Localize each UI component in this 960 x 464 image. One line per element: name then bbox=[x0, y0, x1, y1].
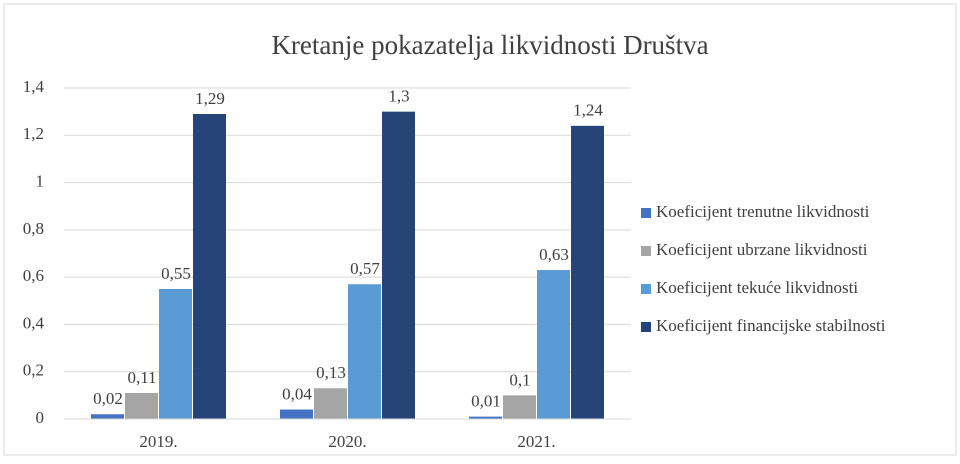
y-tick-label: 0 bbox=[36, 408, 45, 427]
bar bbox=[159, 288, 192, 419]
y-tick-label: 0,6 bbox=[23, 266, 44, 285]
bar bbox=[382, 111, 415, 420]
y-tick-label: 1,2 bbox=[23, 124, 44, 143]
data-label: 0,02 bbox=[93, 389, 123, 408]
data-label: 0,63 bbox=[539, 245, 569, 264]
bar bbox=[91, 414, 124, 419]
y-tick-label: 1 bbox=[36, 171, 45, 190]
data-label: 0,04 bbox=[282, 384, 312, 403]
legend-swatch bbox=[641, 246, 651, 256]
y-tick-label: 0,8 bbox=[23, 219, 44, 238]
bar bbox=[125, 392, 158, 419]
x-tick-label: 2020. bbox=[328, 432, 366, 451]
data-label: 1,29 bbox=[195, 89, 225, 108]
y-tick-label: 1,4 bbox=[23, 77, 45, 96]
data-label: 0,1 bbox=[509, 370, 530, 389]
y-tick-label: 0,2 bbox=[23, 361, 44, 380]
data-label: 0,57 bbox=[350, 259, 380, 278]
legend-swatch bbox=[641, 322, 651, 332]
y-tick-label: 0,4 bbox=[23, 313, 45, 332]
legend-swatch bbox=[641, 284, 651, 294]
bar bbox=[348, 284, 381, 419]
bar bbox=[537, 270, 570, 419]
bar bbox=[503, 395, 536, 419]
data-label: 0,55 bbox=[161, 264, 191, 283]
bar bbox=[469, 416, 502, 419]
chart-title: Kretanje pokazatelja likvidnosti Društva bbox=[271, 30, 708, 60]
bar bbox=[193, 114, 226, 419]
bar bbox=[280, 409, 313, 419]
bar bbox=[314, 388, 347, 419]
data-label: 1,3 bbox=[388, 87, 409, 106]
legend-label: Koeficijent tekuće likvidnosti bbox=[656, 278, 858, 297]
bar bbox=[571, 125, 604, 419]
legend-label: Koeficijent ubrzane likvidnosti bbox=[656, 240, 868, 259]
data-label: 0,13 bbox=[316, 363, 346, 382]
data-label: 0,01 bbox=[471, 392, 501, 411]
data-label: 1,24 bbox=[573, 101, 603, 120]
legend-label: Koeficijent trenutne likvidnosti bbox=[656, 202, 870, 221]
legend-label: Koeficijent financijske stabilnosti bbox=[656, 316, 886, 335]
data-label: 0,11 bbox=[127, 368, 156, 387]
x-tick-label: 2021. bbox=[517, 432, 555, 451]
x-tick-label: 2019. bbox=[139, 432, 177, 451]
legend-swatch bbox=[641, 208, 651, 218]
